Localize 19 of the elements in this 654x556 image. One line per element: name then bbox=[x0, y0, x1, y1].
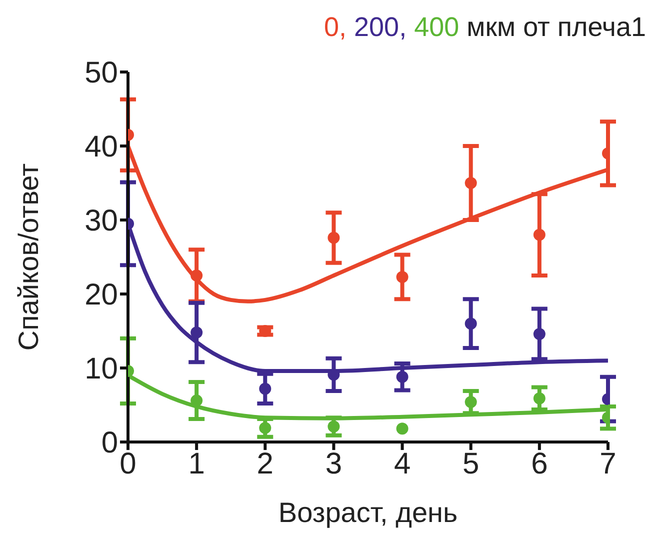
x-tick-label: 7 bbox=[600, 447, 616, 480]
y-tick-label: 0 bbox=[101, 426, 118, 460]
y-axis-title: Спайков/ответ bbox=[12, 163, 44, 351]
y-tick-label: 20 bbox=[84, 278, 118, 312]
x-tick-label: 1 bbox=[188, 447, 205, 480]
x-tick-label: 6 bbox=[531, 447, 548, 480]
y-tick-label: 40 bbox=[84, 130, 118, 164]
y-tick-label: 50 bbox=[84, 56, 118, 90]
y-tick-label: 10 bbox=[84, 352, 118, 386]
text: 0, bbox=[324, 12, 348, 42]
y-tick-label: 30 bbox=[84, 204, 118, 238]
x-tick-label: 3 bbox=[325, 447, 342, 480]
chart-title: мкм от плеча1 bbox=[466, 12, 646, 42]
x-tick-label: 5 bbox=[462, 447, 480, 480]
x-tick-label: 2 bbox=[256, 447, 274, 480]
text: 400 bbox=[414, 12, 460, 42]
x-tick-label: 4 bbox=[394, 447, 411, 480]
text: 200, bbox=[354, 12, 408, 42]
x-axis-title: Возраст, день bbox=[278, 497, 458, 528]
